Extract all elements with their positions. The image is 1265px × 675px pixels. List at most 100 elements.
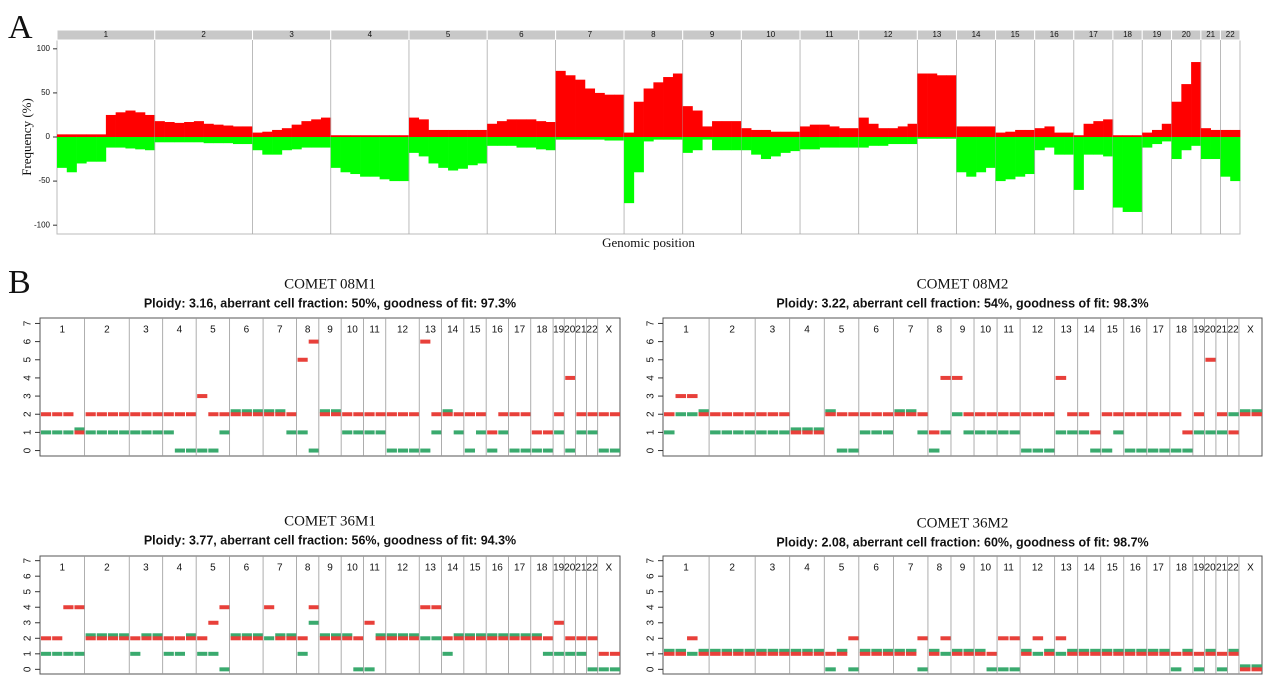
loss-bar [506,137,517,146]
major-segment [331,412,342,417]
minor-segment [1170,448,1182,453]
minor-segment [779,430,790,435]
major-segment [386,412,397,417]
major-segment [219,605,230,610]
major-segment [342,636,353,641]
chromosome-label: 2 [729,325,735,336]
minor-segment [186,633,197,638]
loss-bar [360,137,371,177]
major-segment [698,651,710,656]
major-segment [208,412,219,417]
minor-segment [509,633,520,638]
loss-bar [477,137,488,164]
minor-segment [802,648,813,653]
gain-bar [487,123,498,137]
major-segment [1009,636,1021,641]
major-segment [1101,412,1113,417]
major-segment [859,412,871,417]
minor-segment [905,648,917,653]
gain-bar [1034,128,1045,137]
loss-bar [1024,137,1035,175]
gain-bar [956,126,967,137]
major-segment [364,412,375,417]
loss-bar [96,137,107,162]
minor-segment [252,633,264,638]
major-segment [152,636,163,641]
major-segment [848,412,859,417]
major-segment [1170,412,1182,417]
loss-bar [1132,137,1143,212]
chromosome-label: 13 [1061,563,1073,574]
minor-segment [894,648,905,653]
minor-segment [928,448,940,453]
major-segment [1055,636,1067,641]
gain-bar [457,129,468,137]
minor-segment [308,448,319,453]
minor-segment [975,648,986,653]
major-segment [409,636,420,641]
gain-bar [516,119,527,137]
chromosome-label: X [1247,563,1254,574]
major-segment [813,430,825,435]
chromosome-label: 15 [469,563,481,574]
minor-segment [664,430,675,435]
y-tick-label: -100 [34,220,51,229]
loss-bar [672,137,684,140]
gain-bar [907,123,918,137]
chromosome-label: 19 [1152,30,1161,39]
major-segment [85,412,96,417]
minor-segment [41,430,52,435]
minor-segment [308,620,319,625]
minor-segment [698,648,710,653]
chromosome-label: 4 [177,563,183,574]
chromosome-label: 11 [369,325,380,336]
minor-segment [675,412,687,417]
major-segment [476,636,487,641]
gain-bar [584,88,596,137]
major-segment [664,412,675,417]
major-segment [710,651,721,656]
major-segment [197,394,208,399]
major-segment [509,412,520,417]
y-tick-label: 6 [23,338,34,344]
minor-segment [565,448,576,453]
minor-segment [1009,430,1021,435]
major-segment [975,412,986,417]
gain-bar [448,129,459,137]
y-axis-label: Frequency (%) [19,98,34,176]
gain-bar [1161,123,1172,137]
minor-segment [1136,648,1147,653]
major-segment [186,412,197,417]
major-segment [219,412,230,417]
minor-segment [1228,412,1239,417]
gain-bar [946,75,957,137]
minor-segment [52,430,63,435]
major-segment [531,636,542,641]
plot-frame [39,317,621,457]
y-tick-label: 7 [646,557,657,563]
major-segment [208,620,219,625]
minor-segment [598,448,609,453]
major-segment [1113,412,1124,417]
y-tick-label: 50 [41,88,50,97]
gain-bar [438,129,449,137]
chromosome-label: 1 [683,563,689,574]
gain-bar [760,129,772,137]
minor-segment [1205,648,1216,653]
major-segment [576,636,587,641]
y-tick-label: 1 [646,429,657,435]
major-segment [963,412,975,417]
y-tick-label: 6 [646,573,657,579]
loss-bar [1083,137,1094,155]
major-segment [554,412,565,417]
minor-segment [319,633,330,638]
chromosome-label: 18 [1176,563,1188,574]
minor-segment [1147,448,1159,453]
minor-segment [1090,448,1101,453]
minor-segment [756,430,767,435]
minor-segment [554,651,565,656]
minor-segment [687,651,698,656]
major-segment [498,412,509,417]
loss-bar [144,137,156,151]
minor-segment [744,430,756,435]
